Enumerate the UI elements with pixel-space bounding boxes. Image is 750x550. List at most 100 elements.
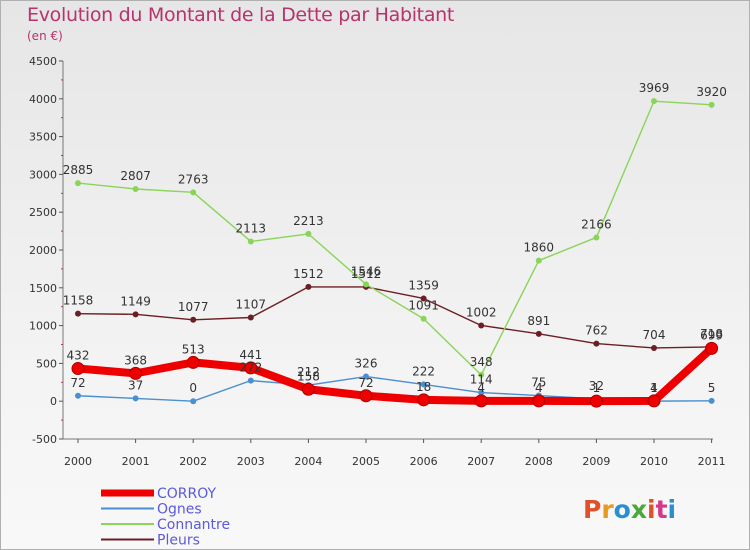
data-label-connantre: 1860	[524, 241, 555, 255]
data-label-connantre: 2763	[178, 172, 209, 186]
data-point-pleurs	[535, 330, 542, 337]
x-tick-label: 2006	[410, 455, 438, 468]
data-label-corroy: 158	[297, 369, 320, 383]
data-point-connantre	[190, 189, 197, 196]
series-line-corroy	[74, 344, 716, 406]
data-point-connantre	[305, 230, 312, 237]
legend-label-pleurs: Pleurs	[157, 533, 200, 549]
data-label-ognes: 222	[412, 364, 435, 378]
y-tick-label: -500	[32, 433, 57, 446]
data-label-ognes: 75	[531, 376, 546, 390]
data-label-corroy: 699	[700, 328, 723, 342]
data-point-corroy	[359, 389, 373, 403]
data-point-pleurs	[593, 340, 600, 347]
data-point-pleurs	[420, 295, 427, 302]
y-tick-label: 500	[36, 357, 57, 370]
x-tick-label: 2002	[179, 455, 207, 468]
data-label-pleurs: 1107	[236, 298, 267, 312]
x-tick-label: 2009	[582, 455, 610, 468]
data-label-pleurs: 762	[585, 324, 608, 338]
data-label-connantre: 2113	[236, 221, 267, 235]
data-label-ognes: 272	[239, 361, 262, 375]
data-point-pleurs	[190, 316, 197, 323]
legend-label-corroy: CORROY	[157, 486, 217, 502]
data-point-pleurs	[132, 311, 139, 318]
data-point-connantre	[535, 257, 542, 264]
data-point-corroy	[647, 394, 661, 408]
data-label-connantre: 1091	[408, 299, 439, 313]
data-label-pleurs: 1158	[63, 294, 94, 308]
data-point-pleurs	[478, 322, 485, 329]
x-tick-label: 2007	[467, 455, 495, 468]
data-point-pleurs	[247, 314, 254, 321]
data-point-corroy	[474, 394, 488, 408]
data-label-pleurs: 1149	[120, 294, 151, 308]
data-label-corroy: 4	[477, 381, 485, 395]
data-point-connantre	[420, 315, 427, 322]
data-point-corroy	[589, 394, 603, 408]
y-tick-label: 4000	[29, 93, 57, 106]
data-label-connantre: 2885	[63, 163, 94, 177]
data-point-corroy	[129, 366, 143, 380]
data-label-connantre: 2166	[581, 217, 612, 231]
y-tick-label: 4500	[29, 55, 57, 68]
data-label-ognes: 72	[70, 376, 85, 390]
data-point-connantre	[593, 234, 600, 241]
x-tick-label: 2000	[64, 455, 92, 468]
legend-label-ognes: Ognes	[157, 502, 202, 518]
x-tick-label: 2003	[237, 455, 265, 468]
data-point-corroy	[244, 361, 258, 375]
series-line-connantre	[77, 100, 713, 376]
data-label-ognes: 5	[708, 381, 716, 395]
data-label-corroy: 4	[650, 381, 658, 395]
x-tick-label: 2010	[640, 455, 668, 468]
data-point-corroy	[705, 341, 719, 355]
y-tick-label: 0	[50, 395, 57, 408]
data-label-ognes: 212	[297, 365, 320, 379]
data-label-corroy: 18	[416, 380, 431, 394]
series-line-pleurs	[77, 286, 713, 349]
data-label-ognes: 326	[355, 357, 378, 371]
data-point-ognes	[190, 398, 197, 405]
x-tick-label: 2008	[525, 455, 553, 468]
data-label-connantre: 2213	[293, 214, 324, 228]
data-point-pleurs	[651, 344, 657, 351]
y-tick-label: 1500	[29, 282, 57, 295]
data-label-corroy: 368	[124, 353, 147, 367]
data-point-ognes	[708, 397, 715, 404]
data-label-connantre: 3920	[696, 85, 727, 99]
data-point-ognes	[247, 377, 254, 384]
proxiti-logo: Proxiti	[583, 495, 676, 524]
y-tick-label: 2000	[29, 244, 57, 257]
data-label-corroy: 513	[182, 342, 205, 356]
data-point-corroy	[532, 394, 546, 408]
y-tick-label: 3500	[29, 131, 57, 144]
y-tick-label: 1000	[29, 320, 57, 333]
data-point-ognes	[478, 389, 485, 396]
data-point-corroy	[417, 393, 431, 407]
y-tick-label: 3000	[29, 168, 57, 181]
data-point-pleurs	[75, 310, 81, 317]
x-tick-label: 2011	[698, 455, 726, 468]
x-tick-label: 2005	[352, 455, 380, 468]
data-point-pleurs	[305, 283, 312, 290]
data-point-corroy	[301, 382, 315, 396]
data-point-connantre	[651, 98, 657, 105]
data-label-pleurs: 1002	[466, 305, 497, 319]
data-label-corroy: 4	[535, 381, 543, 395]
y-tick-label: 2500	[29, 206, 57, 219]
x-tick-label: 2004	[294, 455, 322, 468]
data-label-ognes: 37	[128, 378, 143, 392]
data-label-ognes: 1	[650, 381, 658, 395]
data-label-pleurs: 704	[643, 328, 666, 342]
data-label-connantre: 1546	[351, 264, 382, 278]
x-tick-label: 2001	[122, 455, 150, 468]
data-label-pleurs: 718	[700, 327, 723, 341]
data-point-corroy	[186, 355, 200, 369]
data-point-ognes	[75, 392, 81, 399]
data-point-connantre	[363, 281, 369, 288]
legend-label-connantre: Connantre	[157, 517, 230, 533]
data-point-connantre	[75, 180, 81, 187]
data-label-ognes: 0	[189, 381, 197, 395]
